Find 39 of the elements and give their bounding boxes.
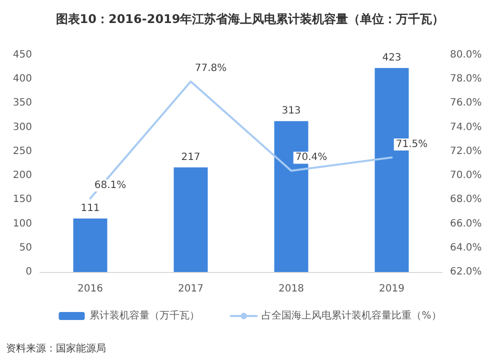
y-tick-label: 250 <box>12 146 32 157</box>
y2-tick-label: 70.0% <box>450 170 482 182</box>
text: 资料来源：国家能源局 <box>6 342 106 354</box>
legend-label: 累计装机容量（万千瓦） <box>90 310 200 322</box>
y-tick-label: 400 <box>12 74 32 85</box>
x-tick-label: 2017 <box>178 284 204 294</box>
data-label: 70.4% <box>295 152 328 164</box>
data-label: 68.1% <box>94 180 126 191</box>
y-tick-label: 200 <box>12 170 32 182</box>
y2-tick-label: 74.0% <box>450 122 482 133</box>
y2-tick-label: 68.0% <box>450 194 482 206</box>
data-label: 111 <box>80 202 100 214</box>
y2-tick-label: 78.0% <box>450 74 482 85</box>
y-tick-label: 50 <box>19 242 32 254</box>
y2-tick-label: 76.0% <box>450 98 482 109</box>
y2-tick-label: 80.0% <box>450 50 482 60</box>
x-tick-label: 2016 <box>78 284 103 294</box>
y-tick-label: 0 <box>26 266 32 278</box>
y2-tick-label: 72.0% <box>450 146 482 157</box>
data-label: 423 <box>382 52 402 64</box>
legend-label: 占全国海上风电累计装机容量比重（%） <box>262 310 442 322</box>
y-tick-label: 100 <box>12 218 32 230</box>
data-label: 77.8% <box>194 63 227 74</box>
bar <box>174 167 208 272</box>
data-label: 313 <box>282 106 301 117</box>
bar <box>73 218 108 272</box>
chart-title: 图表10：2016-2019年江苏省海上风电累计装机容量（单位：万千瓦） <box>56 12 444 26</box>
y-tick-label: 150 <box>12 194 32 206</box>
y2-tick-label: 64.0% <box>450 242 482 254</box>
data-label: 217 <box>181 152 200 163</box>
y2-tick-label: 66.0% <box>450 218 482 230</box>
y-tick-label: 450 <box>12 50 32 60</box>
line-series <box>89 80 393 200</box>
x-tick-label: 2018 <box>278 284 304 294</box>
y-tick-label: 350 <box>12 98 32 109</box>
data-label: 71.5% <box>396 138 428 150</box>
x-tick-label: 2019 <box>379 284 404 294</box>
y2-tick-label: 62.0% <box>450 266 482 278</box>
y-tick-label: 300 <box>12 122 32 133</box>
